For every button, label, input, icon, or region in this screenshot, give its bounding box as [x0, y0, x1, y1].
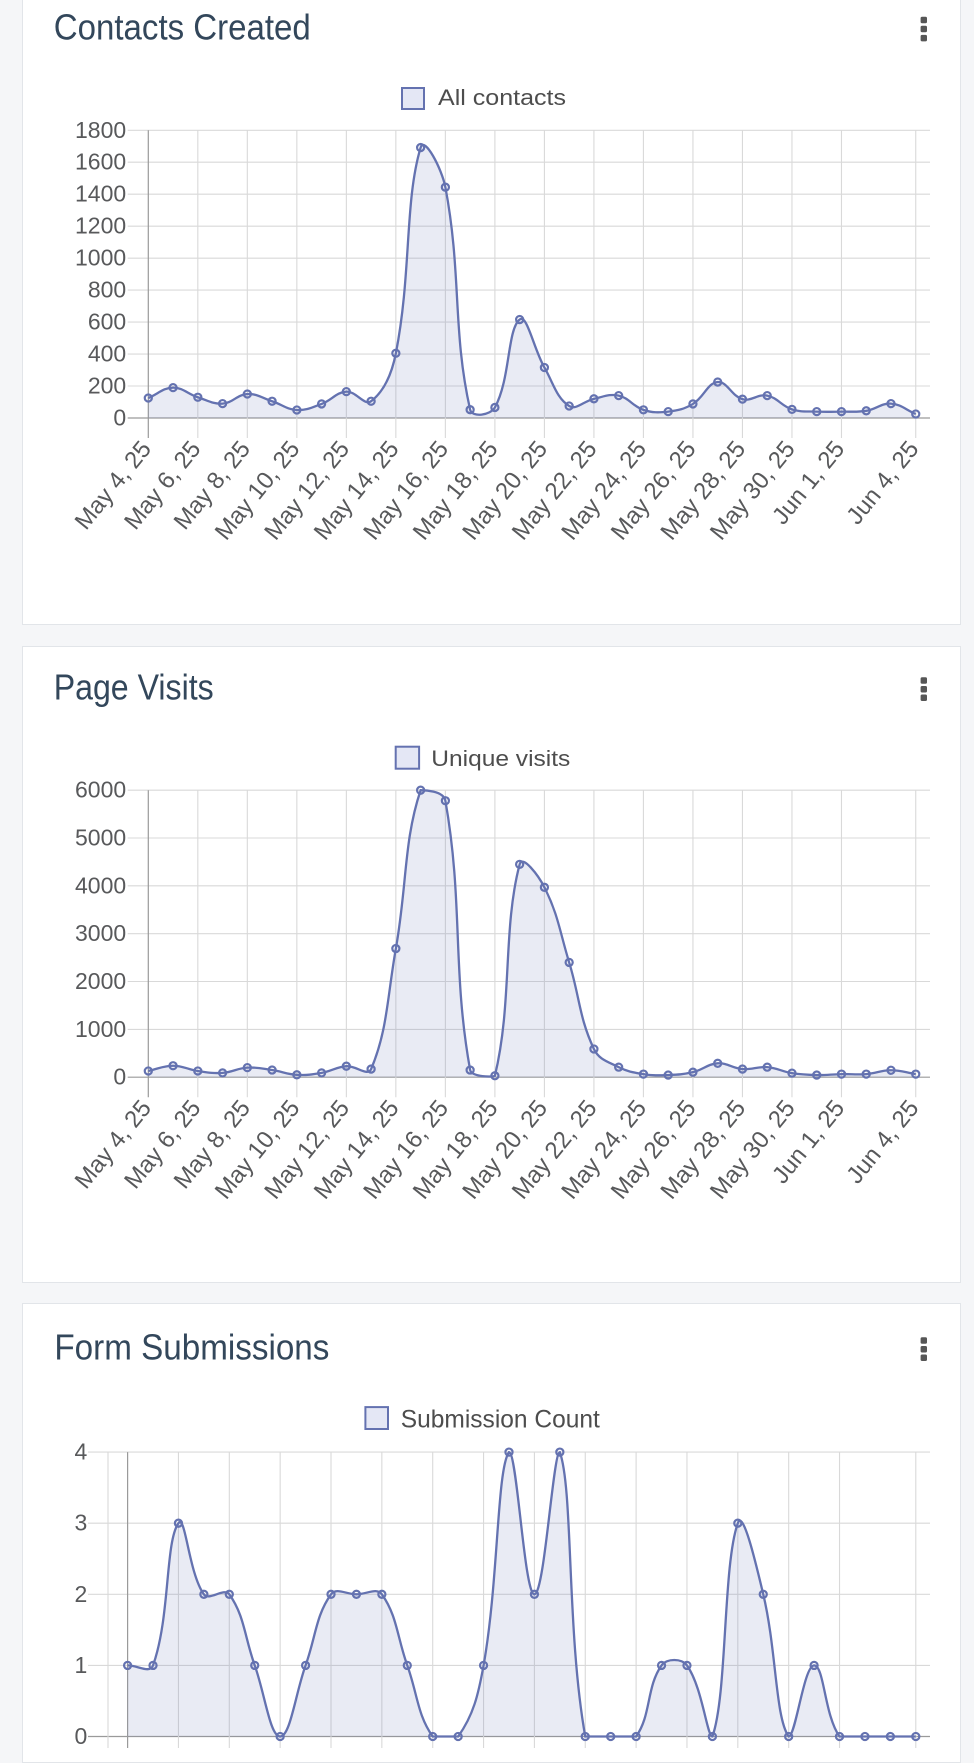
svg-text:Submission Count: Submission Count [401, 1405, 600, 1433]
svg-text:5000: 5000 [75, 825, 126, 851]
svg-text:2: 2 [75, 1581, 88, 1607]
svg-text:1800: 1800 [75, 117, 126, 143]
svg-text:1200: 1200 [75, 213, 126, 239]
svg-text:3000: 3000 [75, 920, 126, 946]
svg-text:200: 200 [88, 373, 126, 399]
svg-text:0: 0 [113, 405, 126, 431]
svg-text:6000: 6000 [75, 777, 126, 803]
svg-text:3: 3 [75, 1510, 88, 1536]
svg-text:1000: 1000 [75, 1016, 126, 1042]
svg-text:0: 0 [113, 1064, 126, 1090]
svg-text:1400: 1400 [75, 181, 126, 207]
svg-text:4000: 4000 [75, 872, 126, 898]
svg-text:Form Submissions: Form Submissions [54, 1327, 329, 1368]
svg-text:Contacts Created: Contacts Created [54, 6, 311, 47]
svg-text:1600: 1600 [75, 149, 126, 175]
svg-text:0: 0 [75, 1723, 88, 1748]
svg-text:600: 600 [88, 309, 126, 335]
svg-text:All contacts: All contacts [438, 85, 566, 110]
svg-text:1000: 1000 [75, 245, 126, 271]
svg-text:2000: 2000 [75, 968, 126, 994]
svg-text:Jun 4, 25: Jun 4, 25 [841, 1095, 924, 1189]
svg-text:Page Visits: Page Visits [54, 667, 214, 708]
svg-text:4: 4 [75, 1439, 88, 1465]
svg-text:400: 400 [88, 341, 126, 367]
svg-text:1: 1 [75, 1652, 88, 1678]
svg-text:Unique visits: Unique visits [431, 746, 570, 771]
svg-text:Jun 4, 25: Jun 4, 25 [841, 436, 924, 530]
svg-text:800: 800 [88, 277, 126, 303]
